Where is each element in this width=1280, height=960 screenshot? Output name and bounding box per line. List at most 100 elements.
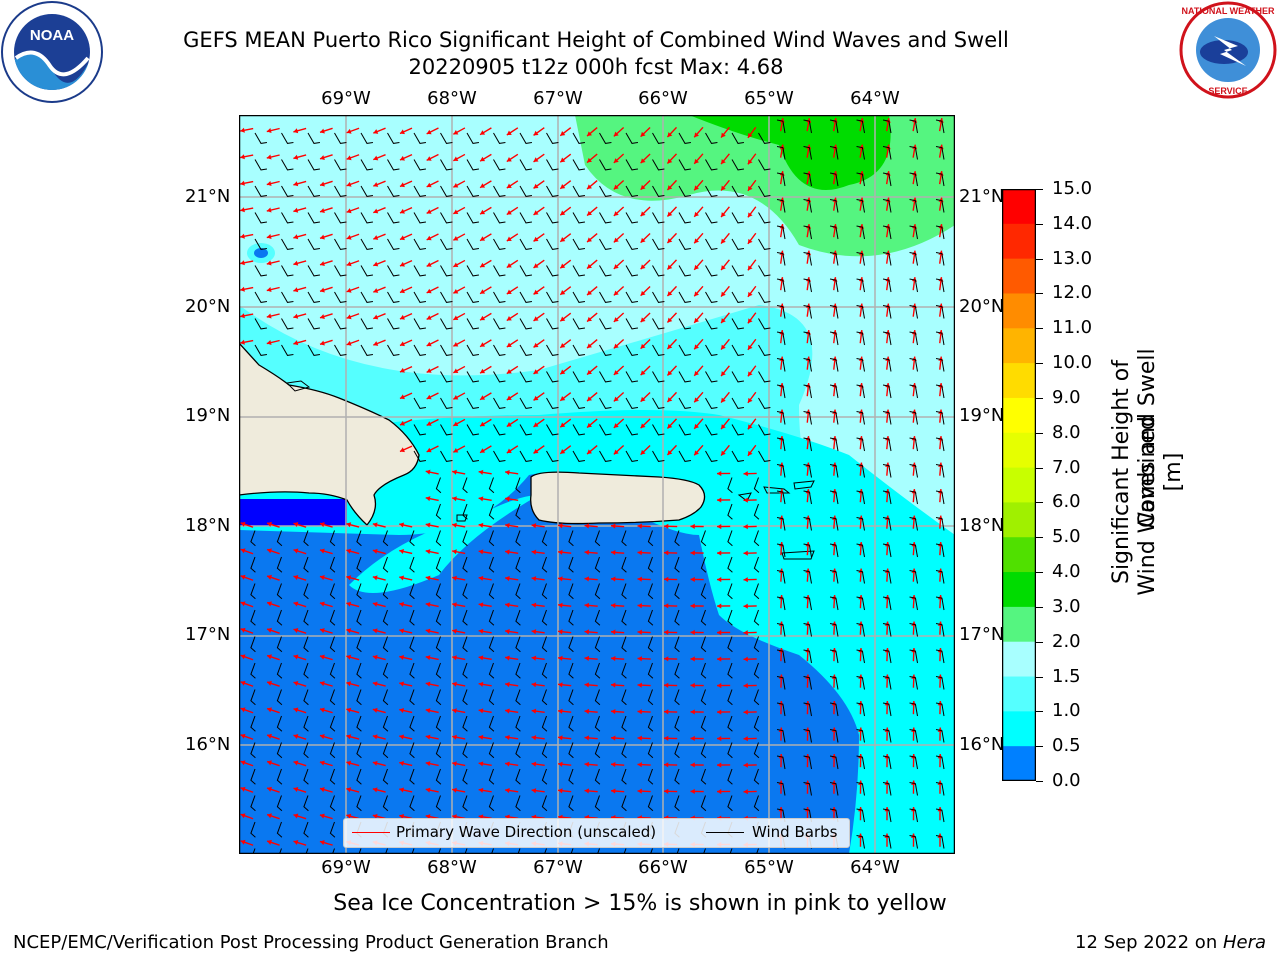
wind-barb	[700, 715, 707, 732]
wave-direction-arrowhead	[372, 681, 378, 687]
wave-direction-arrowhead	[319, 840, 325, 846]
wind-barb	[281, 344, 294, 356]
footer-date: 12 Sep 2022 on	[1075, 932, 1223, 953]
wind-barb	[700, 742, 707, 759]
wind-barb	[803, 119, 812, 134]
wind-barb	[572, 318, 586, 330]
wind-barb	[625, 371, 639, 383]
wave-direction-arrowhead	[560, 396, 566, 401]
wind-barb	[599, 132, 612, 144]
wave-direction-arrowhead	[560, 343, 566, 348]
wave-direction-arrowhead	[611, 523, 616, 529]
wind-barb	[435, 795, 442, 812]
wind-barb	[776, 543, 786, 558]
wind-barb	[909, 755, 918, 770]
wind-barb	[758, 450, 771, 462]
wind-barb	[387, 265, 400, 277]
wave-direction-arrowhead	[506, 236, 512, 242]
wind-barb	[356, 530, 362, 547]
wind-barb	[776, 437, 786, 452]
lon-label-top: 69°W	[321, 88, 371, 109]
wind-barb	[519, 318, 533, 330]
wind-barb	[541, 636, 548, 653]
wind-barb	[935, 676, 945, 690]
wind-barb	[882, 649, 892, 664]
wave-direction-arrowhead	[426, 235, 432, 241]
wind-barb	[882, 623, 892, 637]
wind-barb	[303, 583, 309, 600]
wind-barb	[705, 159, 718, 171]
wind-barb	[758, 238, 771, 250]
wind-barb	[882, 358, 892, 372]
colorbar-segment	[1002, 467, 1036, 503]
wind-barb	[303, 609, 309, 626]
wave-direction-arrowhead	[743, 762, 748, 768]
colorbar-segment	[1002, 641, 1036, 678]
wave-direction-arrowhead	[667, 397, 673, 402]
lon-label-top: 66°W	[638, 88, 688, 109]
wind-barb	[909, 517, 918, 531]
wind-barb	[515, 609, 521, 626]
wave-direction-arrowhead	[240, 654, 246, 660]
wind-barb	[882, 676, 892, 690]
wave-direction-arrowhead	[560, 263, 566, 269]
wave-direction-arrowhead	[346, 522, 352, 528]
colorbar-tick-label: 11.0	[1052, 317, 1093, 339]
colorbar-tick-mark	[1036, 328, 1043, 330]
wind-barb	[652, 291, 665, 303]
wind-barb	[594, 715, 601, 732]
wind-barb	[329, 768, 336, 785]
colorbar-tick-label: 4.0	[1052, 561, 1081, 583]
wind-barb	[829, 676, 839, 690]
wind-barb	[935, 490, 945, 505]
wave-direction-arrowhead	[637, 788, 642, 794]
wave-direction-arrowhead	[505, 628, 510, 635]
wave-direction-arrowhead	[320, 181, 325, 187]
wave-direction-arrowhead	[505, 522, 510, 529]
wave-direction-arrowhead	[611, 549, 616, 556]
wind-barb	[356, 636, 362, 653]
wind-barb	[909, 358, 918, 372]
wind-barb	[829, 623, 839, 637]
wind-barb	[856, 464, 865, 478]
wave-direction-arrowhead	[721, 318, 726, 324]
wave-direction-arrowhead	[293, 522, 299, 527]
wind-barb	[387, 291, 400, 303]
wind-barb	[462, 503, 468, 520]
wind-barb	[572, 450, 586, 462]
wave-direction-arrowhead	[267, 627, 272, 633]
wind-barb	[803, 623, 812, 637]
wind-barb	[572, 132, 586, 144]
wind-barb	[803, 649, 812, 664]
wave-direction-arrowhead	[611, 576, 616, 582]
wind-barb	[356, 715, 362, 732]
wind-barb	[935, 119, 945, 134]
wind-barb	[278, 848, 282, 854]
wind-barb	[731, 159, 745, 171]
colorbar-segment	[1002, 328, 1036, 364]
wind-barb	[705, 344, 718, 356]
wind-barb	[803, 755, 812, 770]
wind-barb	[519, 397, 533, 409]
wave-direction-arrowhead	[478, 549, 484, 555]
wave-direction-arrowhead	[399, 601, 405, 608]
wave-direction-arrowhead	[372, 734, 378, 740]
wave-direction-arrowhead	[346, 601, 352, 607]
colorbar-tick-mark	[1036, 537, 1043, 539]
wind-barb	[594, 636, 601, 653]
wind-barb	[594, 768, 601, 785]
wave-direction-arrowhead	[426, 209, 432, 214]
wind-barb	[776, 623, 786, 637]
wind-barb	[935, 755, 945, 770]
wave-direction-arrowhead	[721, 424, 726, 430]
wind-barb	[307, 212, 321, 224]
wind-barb	[700, 609, 707, 626]
colorbar-tick-label: 14.0	[1052, 212, 1093, 234]
wind-barb	[440, 159, 453, 171]
wave-direction-arrowhead	[480, 156, 486, 162]
wave-direction-arrowhead	[505, 708, 510, 714]
wind-barb	[281, 291, 294, 303]
wind-barb	[382, 742, 389, 759]
wind-barb	[568, 795, 574, 812]
wave-direction-arrowhead	[613, 423, 619, 428]
